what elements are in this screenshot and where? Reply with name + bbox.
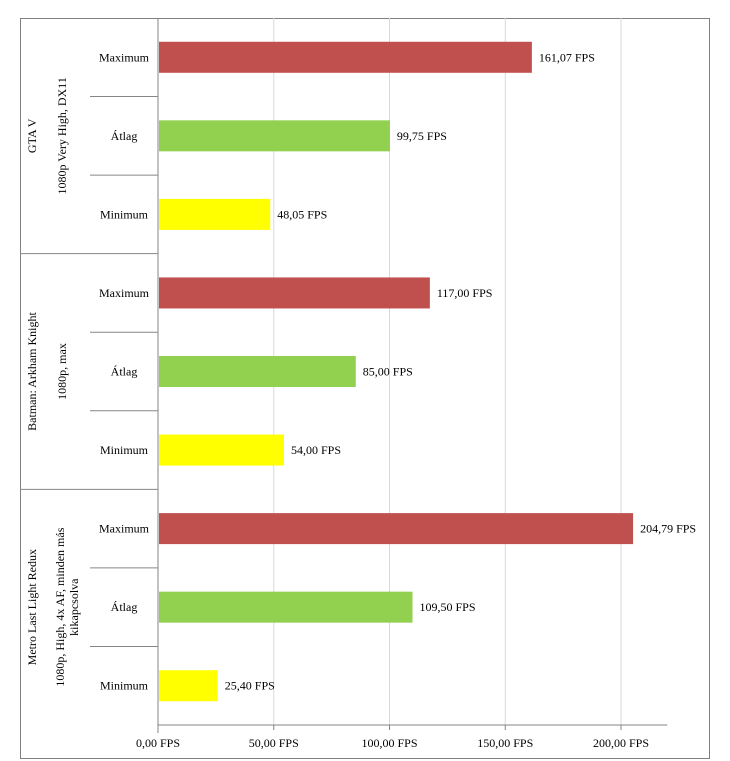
data-label-1-1: 85,00 FPS [363, 365, 413, 379]
category-label-2-1: Átlag [111, 600, 138, 614]
tick-label-1: 50,00 FPS [249, 736, 299, 750]
data-label-0-1: 99,75 FPS [397, 129, 447, 143]
bar-0-0 [159, 41, 532, 73]
group-name-label-0: GTA V [25, 118, 39, 153]
chart-border [20, 18, 710, 759]
group-name-label-1: Batman: Arkham Knight [25, 312, 39, 431]
bar-2-2 [159, 670, 218, 702]
data-label-1-0: 117,00 FPS [437, 286, 493, 300]
bar-1-0 [159, 277, 430, 309]
group-setting-line-1: 1080p, High, 4x AF, minden más [53, 527, 67, 686]
group-setting-label-1: 1080p, max [55, 343, 69, 400]
data-label-2-1: 109,50 FPS [419, 600, 475, 614]
data-label-2-2: 25,40 FPS [225, 679, 275, 693]
tick-label-0: 0,00 FPS [136, 736, 180, 750]
data-label-0-2: 48,05 FPS [277, 207, 327, 221]
bar-0-2 [159, 198, 271, 230]
category-label-1-1: Átlag [111, 365, 138, 379]
bar-2-1 [159, 591, 413, 623]
tick-label-2: 100,00 FPS [361, 736, 417, 750]
tick-label-4: 200,00 FPS [593, 736, 649, 750]
bar-2-0 [159, 513, 634, 545]
category-label-1-0: Maximum [99, 286, 150, 300]
data-label-1-2: 54,00 FPS [291, 443, 341, 457]
group-setting-label-2: 1080p, High, 4x AF, minden máskikapcsolv… [53, 527, 81, 686]
bar-1-1 [159, 356, 356, 387]
category-label-0-0: Maximum [99, 50, 150, 64]
group-name-label-2: Metro Last Light Redux [25, 549, 39, 665]
category-label-0-1: Átlag [111, 129, 138, 143]
tick-label-3: 150,00 FPS [477, 736, 533, 750]
group-setting-label-0: 1080p Very High, DX11 [55, 77, 69, 194]
category-label-2-2: Minimum [100, 679, 149, 693]
bar-1-2 [159, 434, 285, 466]
category-label-2-0: Maximum [99, 522, 150, 536]
category-label-0-2: Minimum [100, 207, 149, 221]
bar-0-1 [159, 120, 390, 152]
data-label-0-0: 161,07 FPS [539, 50, 595, 64]
category-label-1-2: Minimum [100, 443, 149, 457]
data-label-2-0: 204,79 FPS [640, 522, 696, 536]
group-setting-line-2: kikapcsolva [67, 578, 81, 636]
